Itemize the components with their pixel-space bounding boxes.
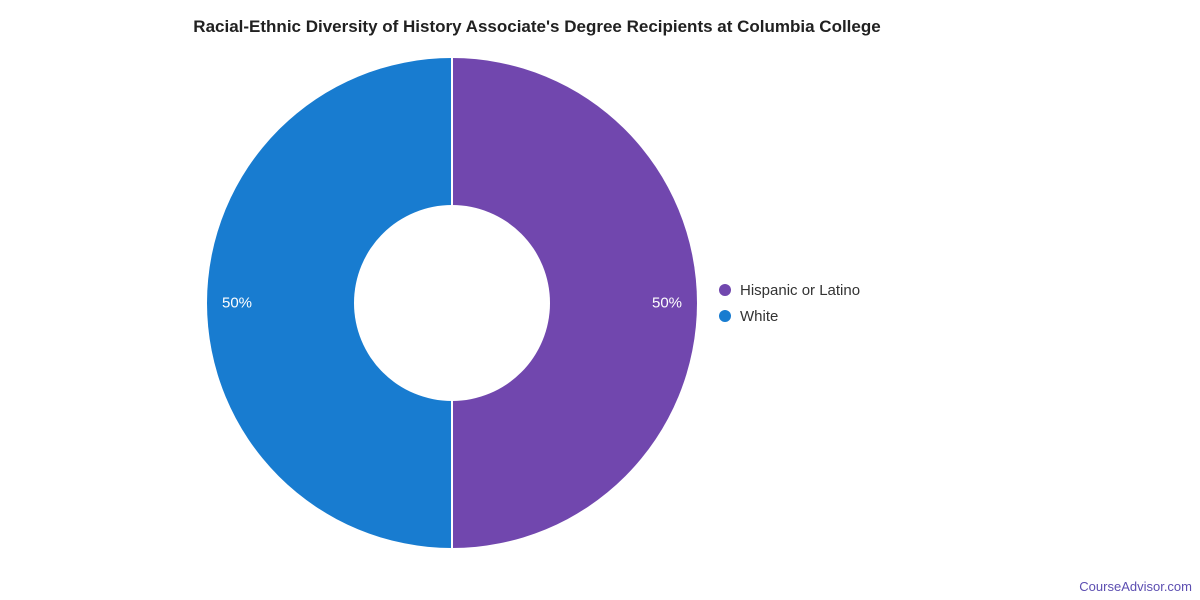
chart-title: Racial-Ethnic Diversity of History Assoc… — [193, 17, 881, 36]
legend: Hispanic or Latino White — [719, 277, 860, 329]
slice-label: 50% — [221, 294, 253, 312]
legend-item-label: White — [740, 307, 779, 325]
legend-marker-icon — [719, 284, 731, 296]
slice-label: 50% — [651, 294, 683, 312]
donut-hole — [354, 205, 550, 401]
legend-item[interactable]: White — [719, 303, 860, 329]
attribution-link[interactable]: CourseAdvisor.com — [1079, 579, 1192, 594]
legend-item[interactable]: Hispanic or Latino — [719, 277, 860, 303]
legend-marker-icon — [719, 310, 731, 322]
legend-item-label: Hispanic or Latino — [740, 281, 861, 299]
